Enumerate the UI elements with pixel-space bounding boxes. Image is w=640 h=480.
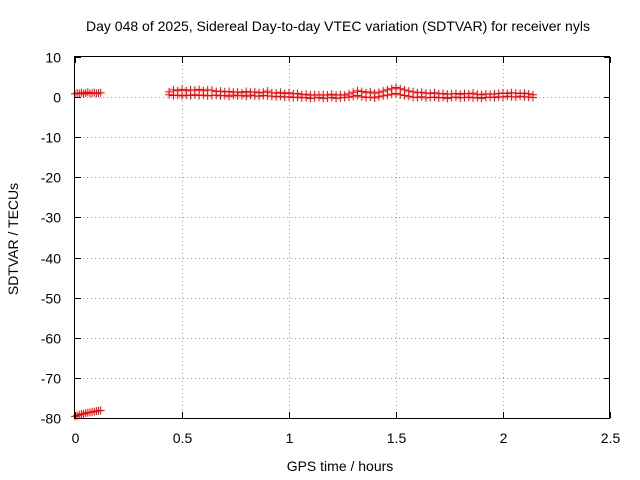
data-point [229, 91, 238, 100]
y-tick-label: -80 [41, 411, 61, 427]
data-point [499, 93, 507, 102]
data-point [404, 92, 413, 101]
data-point [75, 410, 84, 419]
x-axis-label: GPS time / hours [287, 458, 394, 474]
y-axis-label: SDTVAR / TECUs [5, 183, 21, 295]
data-point [79, 409, 88, 418]
data-point [314, 93, 323, 102]
data-point [357, 92, 366, 101]
data-point [96, 88, 105, 97]
data-point [370, 93, 379, 102]
grid [75, 57, 610, 418]
data-point [344, 93, 353, 102]
data-point [242, 92, 251, 101]
data-point [293, 93, 302, 102]
x-tick-label: 2.5 [601, 430, 621, 446]
x-tick-label: 1 [286, 430, 294, 446]
y-tick-label: -60 [41, 331, 61, 347]
data-point [173, 91, 182, 100]
data-point [190, 90, 199, 99]
data-point [464, 93, 473, 102]
y-tick-label: -20 [41, 170, 61, 186]
data-point [387, 90, 396, 99]
data-point [417, 92, 426, 101]
y-tick-label: -40 [41, 251, 61, 267]
data-point [528, 93, 537, 102]
data-point [443, 94, 452, 103]
data-point [374, 92, 383, 101]
data-point [225, 92, 234, 101]
data-point [451, 93, 460, 102]
data-point [353, 91, 362, 100]
data-points [71, 83, 537, 421]
x-tick-label: 1.5 [387, 430, 407, 446]
data-point [178, 91, 186, 100]
data-point [511, 93, 520, 102]
y-tick-label: -30 [41, 210, 61, 226]
data-point [477, 94, 486, 103]
data-point [396, 90, 405, 99]
data-point [96, 406, 105, 415]
data-point [246, 91, 255, 100]
data-point [490, 93, 499, 102]
axis-ticks [75, 57, 611, 419]
data-point [327, 93, 336, 102]
x-axis-tick-labels: 0 0.5 1 1.5 2 2.5 [72, 430, 621, 446]
data-point [186, 91, 195, 100]
y-tick-label: -50 [41, 291, 61, 307]
y-tick-label: 0 [53, 90, 61, 106]
data-point [212, 91, 221, 100]
y-axis-tick-labels: 10 0 -10 -20 -30 -40 -50 -60 -70 -80 [41, 50, 61, 427]
data-point [439, 93, 448, 102]
y-tick-label: -10 [41, 130, 61, 146]
data-point [430, 93, 439, 102]
x-tick-label: 0.5 [173, 430, 193, 446]
data-point [349, 92, 358, 101]
data-point [237, 91, 246, 100]
data-point [392, 89, 400, 98]
data-point [276, 92, 285, 101]
data-point [255, 92, 264, 101]
y-tick-label: 10 [45, 50, 61, 66]
data-point [383, 91, 392, 100]
x-tick-label: 0 [72, 430, 80, 446]
data-point [302, 93, 311, 102]
y-tick-label: -70 [41, 371, 61, 387]
plot-frame [74, 56, 610, 419]
data-point [165, 90, 174, 99]
data-point [400, 91, 409, 100]
x-tick-label: 2 [500, 430, 508, 446]
data-point [199, 91, 208, 100]
data-point [473, 93, 482, 102]
chart-title: Day 048 of 2025, Sidereal Day-to-day VTE… [86, 18, 590, 34]
series-main-lower [165, 89, 537, 103]
data-point [220, 91, 229, 100]
data-point [366, 93, 375, 102]
data-point [379, 91, 388, 100]
data-point [413, 93, 422, 102]
series-cluster-early-top [71, 88, 105, 98]
data-point [285, 92, 293, 101]
